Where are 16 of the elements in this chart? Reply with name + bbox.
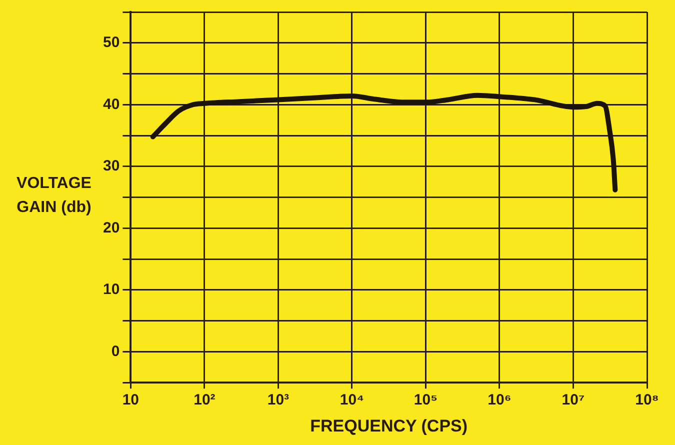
x-tick-label: 10⁶: [488, 392, 512, 409]
x-tick-label: 10⁷: [562, 392, 585, 409]
y-tick-label: 40: [102, 96, 120, 113]
x-tick-label: 10⁴: [340, 392, 364, 409]
x-tick-label: 10²: [194, 392, 216, 409]
x-tick-label: 10⁵: [414, 392, 438, 409]
y-tick-label: 10: [102, 281, 120, 298]
y-tick-label: 30: [102, 158, 120, 175]
x-tick-label: 10⁸: [635, 392, 659, 409]
y-tick-label: 20: [102, 219, 120, 236]
x-tick-label: 10: [122, 392, 140, 409]
y-tick-label: 50: [102, 34, 120, 52]
x-axis-title: FREQUENCY (CPS): [310, 416, 468, 436]
y-tick-label: 0: [111, 342, 120, 360]
y-axis-title: VOLTAGE GAIN (db): [16, 174, 92, 218]
x-tick-label: 10³: [267, 392, 290, 409]
